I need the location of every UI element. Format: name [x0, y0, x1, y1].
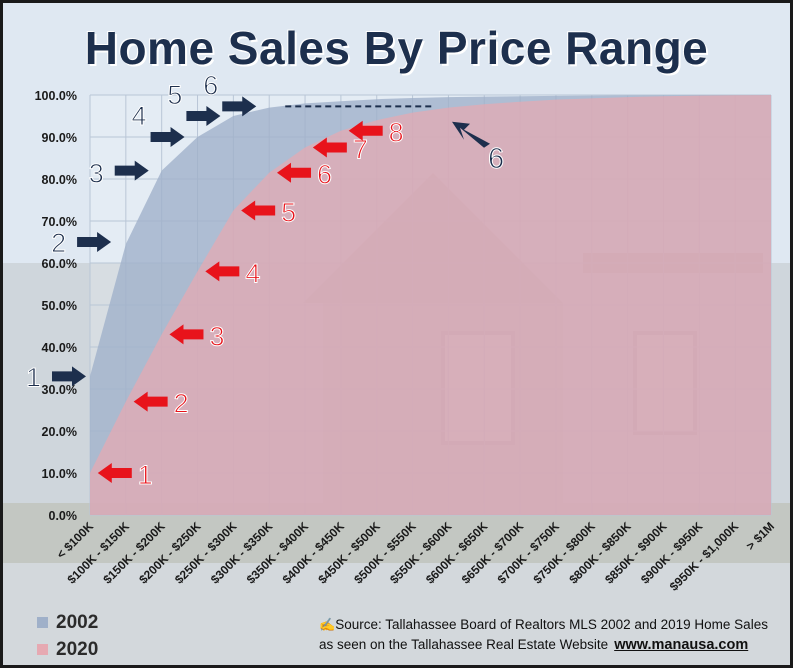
arrow-left-icon [97, 463, 132, 483]
y-tick-label: 60.0% [42, 257, 77, 271]
legend-label-2020: 2020 [56, 639, 99, 660]
annotation-2002-6: 6 [203, 70, 257, 117]
annotation-2020-2: 2 [133, 388, 189, 419]
source-line-1: Source: Tallahassee Board of Realtors ML… [335, 617, 768, 632]
arrow-right-icon [77, 232, 112, 252]
annotation-2020-1: 1 [97, 460, 153, 491]
x-tick-label: $850K - $900K [602, 519, 670, 587]
annotation-number: 4 [132, 101, 147, 131]
arrow-right-icon [186, 106, 221, 126]
arrow-right-icon [150, 127, 185, 147]
arrow-left-icon [277, 162, 312, 183]
annotation-2002-4: 4 [131, 101, 185, 147]
annotation-number: 6 [488, 143, 504, 175]
annotation-number: 4 [245, 258, 260, 288]
x-tick-label: $200K - $250K [136, 519, 204, 587]
arrow-left-icon [133, 391, 168, 412]
source-line-2: as seen on the Tallahassee Real Estate W… [319, 637, 609, 652]
y-tick-label: 50.0% [42, 299, 77, 313]
y-tick-label: 80.0% [42, 173, 77, 187]
x-tick-label: $100K - $150K [65, 519, 133, 587]
x-tick-label: $600K - $650K [423, 519, 491, 587]
source-note: ✍Source: Tallahassee Board of Realtors M… [319, 615, 779, 655]
x-tick-label: $350K - $400K [244, 519, 312, 587]
annotation-2020-3: 3 [169, 321, 225, 352]
x-tick-label: $300K - $350K [208, 519, 276, 587]
hand-icon: ✍ [319, 617, 336, 632]
annotation-number: 2 [51, 228, 66, 258]
annotation-2002-1: 1 [26, 362, 86, 393]
y-tick-label: 100.0% [35, 89, 77, 103]
x-tick-label: $500K - $550K [351, 519, 419, 587]
legend-item-2002: 2002 [37, 612, 98, 634]
annotation-number: 8 [389, 118, 404, 148]
legend-swatch-2020 [37, 644, 48, 656]
arrow-left-icon [348, 120, 383, 141]
annotation-2020-8: 8 [348, 117, 404, 148]
x-tick-label: $450K - $500K [315, 519, 383, 587]
annotation-2020-4: 4 [205, 258, 261, 289]
y-tick-label: 90.0% [42, 131, 77, 145]
y-tick-label: 40.0% [42, 341, 77, 355]
annotation-number: 1 [26, 362, 41, 392]
x-tick-label: $700K - $750K [495, 519, 563, 587]
x-tick-label: $900K - $950K [638, 519, 706, 587]
website-link[interactable]: www.manausa.com [614, 637, 749, 653]
x-tick-label: $750K - $800K [530, 519, 598, 587]
annotation-number: 2 [174, 389, 189, 419]
x-tick-label: $150K - $200K [100, 519, 168, 587]
y-tick-label: 10.0% [42, 467, 77, 481]
annotation-2002-2: 2 [51, 228, 112, 259]
annotation-2020-6: 6 [277, 159, 333, 190]
x-tick-label: $550K - $600K [387, 519, 455, 587]
legend-label-2002: 2002 [56, 612, 99, 633]
x-tick-label: $400K - $450K [280, 519, 348, 587]
annotation-2002-3: 3 [88, 158, 149, 189]
annotation-2020-5: 5 [241, 197, 297, 228]
legend-item-2020: 2020 [37, 639, 98, 661]
chart-title: Home Sales By Price Range [84, 22, 709, 74]
annotation-2020-7: 7 [312, 134, 368, 165]
annotation-number: 5 [281, 198, 296, 228]
arrow-left-icon [241, 200, 276, 221]
arrow-right-icon [114, 160, 149, 181]
y-tick-label: 20.0% [42, 425, 77, 439]
arrow-left-icon [169, 324, 204, 345]
annotation-number: 7 [353, 135, 368, 165]
annotation-number: 3 [89, 159, 104, 189]
x-tick-label: > $1M [743, 519, 777, 553]
annotation-number: 6 [203, 70, 218, 100]
y-tick-label: 30.0% [42, 383, 77, 397]
annotation-2002-6: 6 [452, 121, 505, 175]
annotation-number: 3 [209, 321, 224, 351]
arrow-up-left-icon [452, 121, 491, 148]
annotation-number: 5 [167, 80, 182, 110]
chart-svg: 0.0% 10.0% 20.0% 30.0% 40.0% 50.0% 60.0% 70.0% 8… [26, 70, 778, 594]
y-tick-label: 0.0% [49, 509, 78, 523]
annotation-number: 6 [317, 160, 332, 190]
arrow-left-icon [205, 261, 240, 282]
y-tick-label: 70.0% [42, 215, 77, 229]
series-area-2020 [90, 95, 771, 515]
arrow-right-icon [222, 96, 257, 117]
arrow-right-icon [52, 366, 86, 387]
annotation-number: 1 [138, 460, 153, 490]
legend-swatch-2002 [37, 617, 48, 629]
arrow-left-icon [312, 137, 347, 158]
annotation-2002-5: 5 [167, 80, 221, 126]
x-tick-label: $250K - $300K [172, 519, 240, 587]
x-tick-label: $650K - $700K [459, 519, 527, 587]
x-tick-label: $800K - $850K [566, 519, 634, 587]
